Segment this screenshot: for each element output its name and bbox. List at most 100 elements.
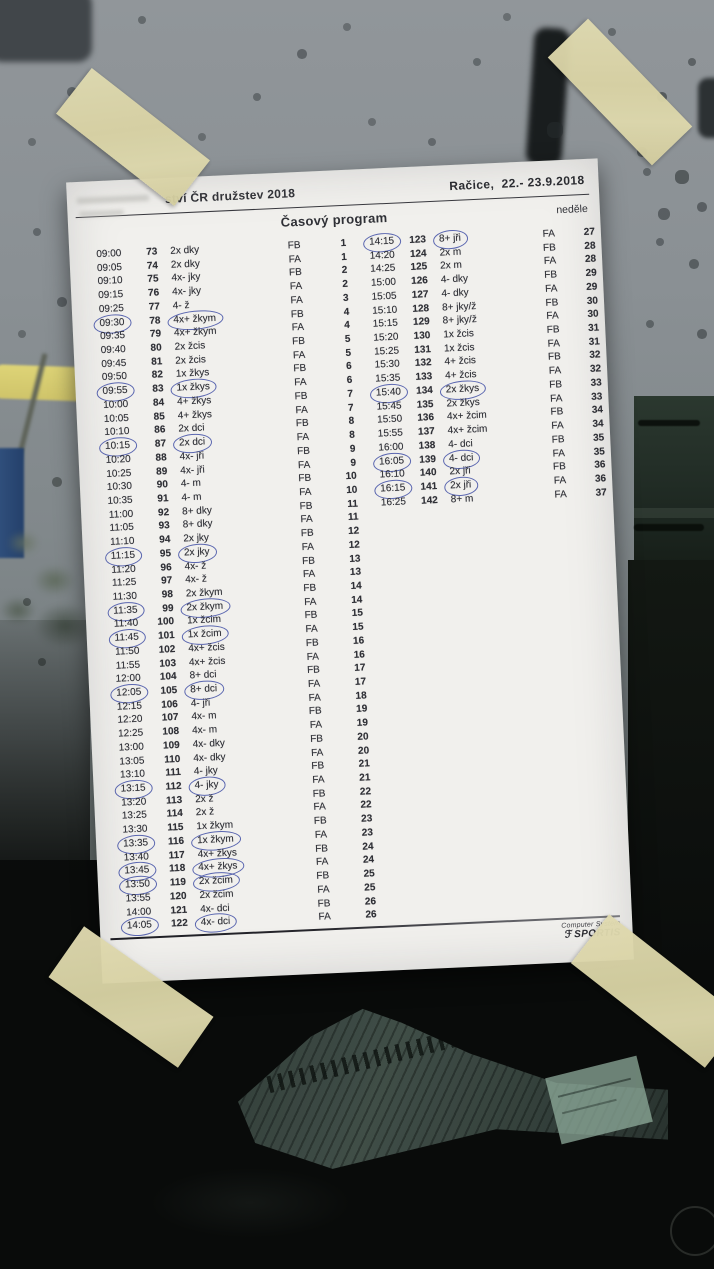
schedule-sheet: ství ČR družstev 2018 Račice, 22.- 23.9.… — [66, 158, 634, 984]
event-number: 5 — [344, 333, 351, 346]
race-number: 125 — [410, 261, 428, 274]
event-number: 12 — [348, 539, 361, 551]
start-time: 15:05 — [371, 290, 397, 303]
boat-class: 4+ žcis — [444, 355, 477, 368]
event-number: 10 — [345, 470, 357, 483]
heat-code: FB — [293, 363, 307, 375]
race-number: 132 — [414, 357, 432, 370]
boat-class: 4- jky — [194, 779, 219, 792]
start-time: 15:25 — [373, 345, 400, 358]
start-time: 09:00 — [96, 248, 122, 261]
race-number: 115 — [167, 822, 184, 834]
boat-class: 2x žkys — [445, 382, 480, 396]
heat-code: FA — [544, 283, 558, 295]
event-number: 1 — [340, 237, 347, 250]
heat-code: FA — [551, 420, 564, 432]
start-time: 11:50 — [114, 645, 140, 658]
start-time: 15:40 — [375, 386, 402, 399]
race-number: 82 — [151, 369, 164, 382]
heat-code: FA — [312, 774, 325, 786]
event-number: 32 — [589, 363, 602, 376]
event-number: 15 — [351, 607, 364, 620]
schedule-column-left: 09:00 73 2x dky FB 1 09:05 74 2x dky FA … — [77, 236, 386, 934]
heat-code: FA — [288, 253, 302, 266]
heat-code: FA — [309, 719, 323, 732]
boat-class: 2x dky — [170, 258, 201, 271]
start-time: 13:55 — [125, 892, 151, 905]
event-number: 35 — [593, 445, 606, 458]
race-number: 98 — [161, 589, 174, 601]
heat-code: FA — [303, 596, 317, 608]
race-number: 133 — [415, 371, 433, 384]
event-number: 33 — [590, 377, 602, 389]
event-number: 18 — [355, 690, 367, 702]
boat-class: 4x- dci — [200, 916, 231, 929]
heat-code: FA — [290, 294, 304, 307]
heat-code: FB — [288, 267, 303, 279]
event-number: 36 — [594, 459, 606, 472]
heat-code: FB — [305, 637, 319, 649]
left-dark-fade — [0, 620, 90, 960]
boat-class: 8+ m — [450, 492, 474, 506]
start-time: 09:05 — [96, 261, 123, 274]
heat-code: FB — [300, 527, 314, 540]
race-number: 123 — [409, 234, 427, 246]
reflection-band — [634, 508, 714, 518]
heat-code: FB — [544, 269, 558, 282]
event-number: 21 — [358, 758, 371, 771]
event-number: 29 — [586, 281, 598, 293]
heat-code: FB — [294, 390, 308, 403]
race-number: 108 — [162, 726, 180, 738]
heat-code: FB — [313, 815, 327, 828]
heat-code: FA — [548, 365, 562, 377]
event-number: 27 — [583, 226, 596, 239]
heat-code: FB — [546, 324, 560, 336]
race-number: 122 — [170, 917, 189, 930]
heat-code: FA — [307, 678, 321, 691]
heat-code: FA — [296, 431, 310, 444]
start-time: 10:15 — [104, 439, 131, 453]
start-time: 15:30 — [374, 359, 400, 372]
event-number: 17 — [354, 676, 367, 688]
race-number: 139 — [419, 453, 437, 466]
heat-code: FA — [313, 801, 327, 814]
event-number: 25 — [363, 868, 376, 880]
heat-code: FA — [553, 475, 567, 487]
round-logo-reflection — [670, 1206, 714, 1256]
heat-code: FA — [549, 392, 563, 405]
race-number: 75 — [147, 273, 159, 286]
event-number: 36 — [594, 473, 607, 485]
event-number: 29 — [585, 267, 597, 280]
race-number: 119 — [169, 876, 187, 889]
start-time: 13:05 — [119, 755, 145, 768]
boat-class: 1x žcis — [443, 328, 475, 341]
start-time: 15:50 — [376, 413, 403, 426]
race-number: 141 — [420, 480, 438, 493]
heat-code: FB — [304, 609, 318, 622]
boat-class: 4- dky — [441, 287, 469, 300]
event-number: 20 — [357, 744, 370, 757]
heat-code: FA — [554, 488, 567, 501]
event-number: 20 — [357, 731, 369, 743]
start-time: 13:15 — [120, 782, 146, 795]
heat-code: FB — [295, 418, 309, 430]
event-number: 26 — [365, 909, 377, 921]
event-number: 1 — [340, 251, 348, 263]
event-number: 16 — [353, 648, 366, 661]
race-number: 95 — [159, 547, 172, 560]
heat-code: FB — [552, 461, 567, 473]
heat-code: FA — [317, 884, 330, 896]
start-time: 16:05 — [378, 454, 405, 468]
race-number: 137 — [417, 426, 435, 438]
start-time: 15:00 — [370, 276, 397, 289]
start-time: 14:05 — [126, 919, 153, 932]
event-number: 16 — [352, 635, 365, 647]
race-number: 84 — [152, 397, 165, 409]
boat-class: 4x- jky — [171, 271, 201, 285]
boat-class: 2x žcim — [198, 874, 234, 888]
reflection-dash — [634, 524, 704, 531]
start-time: 11:35 — [113, 604, 138, 617]
heat-code: FA — [314, 829, 328, 841]
event-number: 28 — [584, 240, 596, 252]
sportis-logo-icon: ℱ — [564, 929, 574, 941]
